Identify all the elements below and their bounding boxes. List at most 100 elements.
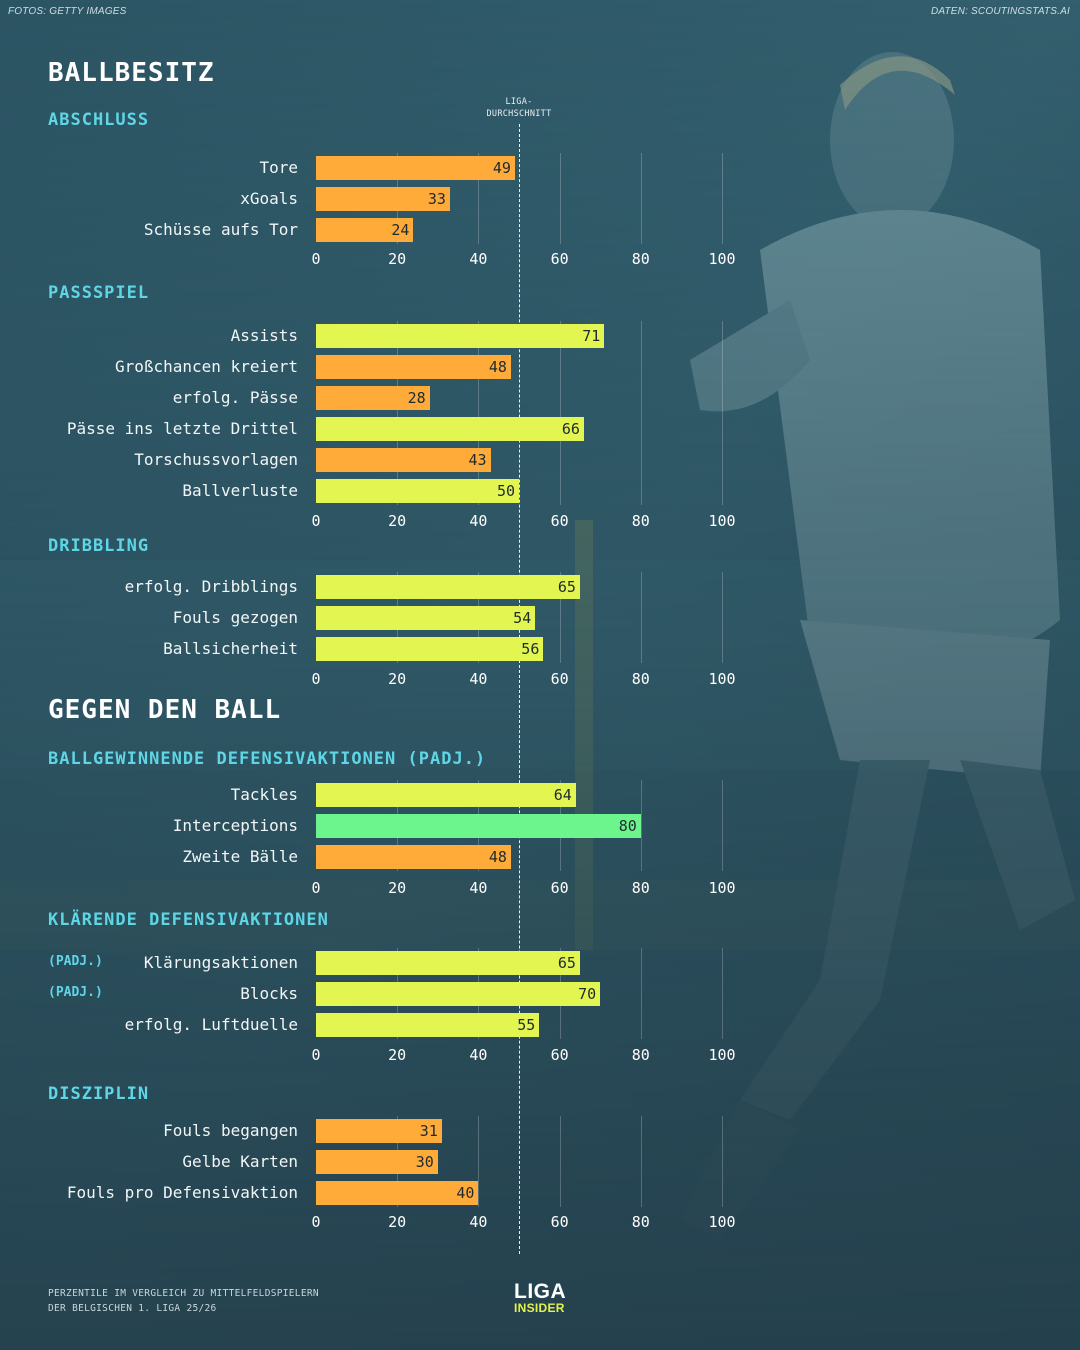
- logo-liga-text: LIGA: [514, 1280, 567, 1303]
- league-average-label-line2: DURCHSCHNITT: [486, 109, 552, 119]
- gridline: [722, 1116, 723, 1207]
- axis-tick-label: 20: [388, 512, 407, 530]
- metric-label: Interceptions: [172, 816, 298, 835]
- axis-tick-label: 40: [469, 879, 488, 897]
- axis-tick-label: 40: [469, 1046, 488, 1064]
- axis-tick-label: 80: [631, 670, 650, 688]
- bar-value-label: 31: [419, 1122, 438, 1140]
- footnote: PERZENTILE IM VERGLEICH ZU MITTELFELDSPI…: [48, 1286, 319, 1316]
- bar-value-label: 55: [517, 1016, 536, 1034]
- gridline: [640, 572, 642, 663]
- group-title: DRIBBLING: [48, 536, 150, 556]
- group-title: PASSSPIEL: [48, 283, 150, 303]
- metric-bar: [316, 783, 576, 807]
- axis-tick-label: 80: [631, 879, 650, 897]
- axis-tick-label: 40: [469, 670, 488, 688]
- metric-bar: [316, 386, 430, 410]
- axis-tick-label: 40: [469, 512, 488, 530]
- metric-bar: [316, 448, 491, 472]
- bar-value-label: 33: [427, 190, 446, 208]
- league-average-label: LIGA- DURCHSCHNITT: [469, 96, 569, 120]
- axis-tick-label: 100: [708, 670, 736, 688]
- bar-value-label: 70: [578, 985, 597, 1003]
- metric-label: Schüsse aufs Tor: [143, 220, 298, 239]
- metric-label: erfolg. Luftduelle: [124, 1015, 298, 1034]
- axis-tick-label: 0: [311, 1213, 321, 1231]
- gridline: [559, 1116, 561, 1207]
- metric-bar: [316, 1181, 479, 1205]
- metric-label: Fouls pro Defensivaktion: [66, 1183, 298, 1202]
- metric-bar: [316, 1013, 540, 1037]
- metric-bar: [316, 1150, 438, 1174]
- metric-label: Ballverluste: [182, 481, 298, 500]
- axis-tick-label: 80: [631, 250, 650, 268]
- axis-tick-label: 80: [631, 1213, 650, 1231]
- axis-tick-label: 100: [708, 250, 736, 268]
- group-title: BALLGEWINNENDE DEFENSIVAKTIONEN (PADJ.): [48, 749, 487, 769]
- bar-value-label: 50: [496, 482, 515, 500]
- metric-label: Tackles: [230, 785, 298, 804]
- footnote-line1: PERZENTILE IM VERGLEICH ZU MITTELFELDSPI…: [48, 1288, 319, 1299]
- metric-label: erfolg. Pässe: [172, 388, 298, 407]
- bar-value-label: 40: [456, 1184, 475, 1202]
- gridline: [559, 153, 561, 244]
- group-title: ABSCHLUSS: [48, 110, 150, 130]
- axis-tick-label: 20: [388, 250, 407, 268]
- bar-value-label: 71: [582, 327, 601, 345]
- metric-bar: [316, 355, 511, 379]
- group-title: DISZIPLIN: [48, 1084, 150, 1104]
- axis-tick-label: 40: [469, 1213, 488, 1231]
- axis-tick-label: 20: [388, 670, 407, 688]
- metric-label: Fouls gezogen: [172, 608, 298, 627]
- metric-label: Fouls begangen: [163, 1121, 298, 1140]
- axis-tick-label: 0: [311, 1046, 321, 1064]
- metric-bar: [316, 218, 414, 242]
- axis-tick-label: 80: [631, 1046, 650, 1064]
- section-title: GEGEN DEN BALL: [48, 695, 282, 725]
- bar-value-label: 28: [407, 389, 426, 407]
- axis-tick-label: 100: [708, 1046, 736, 1064]
- axis-tick-label: 20: [388, 1213, 407, 1231]
- gridline: [397, 321, 399, 505]
- metric-bar: [316, 606, 536, 630]
- metric-label: erfolg. Dribblings: [124, 577, 298, 596]
- axis-tick-label: 60: [550, 1046, 569, 1064]
- axis-tick-label: 60: [550, 879, 569, 897]
- gridline: [640, 1116, 642, 1207]
- metric-label: Torschussvorlagen: [134, 450, 298, 469]
- metric-bar: [316, 324, 605, 348]
- photo-credit: FOTOS: GETTY IMAGES: [8, 6, 127, 17]
- bar-value-label: 30: [415, 1153, 434, 1171]
- bar-value-label: 65: [557, 954, 576, 972]
- axis-tick-label: 60: [550, 670, 569, 688]
- axis-tick-label: 60: [550, 250, 569, 268]
- axis-tick-label: 0: [311, 670, 321, 688]
- metric-label: xGoals: [240, 189, 298, 208]
- gridline: [640, 153, 642, 244]
- gridline: [559, 572, 561, 663]
- bar-value-label: 49: [492, 159, 511, 177]
- axis-tick-label: 20: [388, 879, 407, 897]
- metric-bar: [316, 575, 580, 599]
- bar-value-label: 66: [561, 420, 580, 438]
- axis-tick-label: 0: [311, 879, 321, 897]
- metric-label: Ballsicherheit: [163, 639, 298, 658]
- metric-label: Tore: [259, 158, 298, 177]
- liga-insider-logo: LIGA INSIDER: [514, 1280, 567, 1315]
- group-title: KLÄRENDE DEFENSIVAKTIONEN: [48, 910, 329, 930]
- gridline: [640, 948, 642, 1039]
- axis-tick-label: 20: [388, 1046, 407, 1064]
- bar-value-label: 24: [391, 221, 410, 239]
- metric-bar: [316, 637, 544, 661]
- axis-tick-label: 60: [550, 512, 569, 530]
- league-average-label-line1: LIGA-: [505, 97, 533, 107]
- axis-tick-label: 60: [550, 1213, 569, 1231]
- section-title: BALLBESITZ: [48, 58, 215, 88]
- league-average-line: [519, 124, 520, 1254]
- gridline: [722, 780, 723, 871]
- metric-bar: [316, 417, 584, 441]
- gridline: [559, 321, 561, 505]
- metric-tag: (PADJ.): [48, 954, 103, 969]
- metric-label: Klärungsaktionen: [143, 953, 298, 972]
